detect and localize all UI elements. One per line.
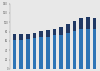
Bar [92,18,96,29]
Bar [66,33,70,69]
Bar [79,18,83,29]
Bar [79,29,83,69]
Bar [86,17,90,29]
Bar [59,26,63,35]
Bar [33,33,36,38]
Bar [26,39,30,69]
Bar [86,29,90,69]
Bar [59,35,63,69]
Bar [20,34,23,40]
Bar [92,29,96,69]
Bar [26,34,30,39]
Bar [46,30,50,37]
Bar [73,31,76,69]
Bar [39,31,43,37]
Bar [20,40,23,69]
Bar [53,35,56,69]
Bar [39,37,43,69]
Bar [46,37,50,69]
Bar [66,24,70,33]
Bar [33,38,36,69]
Bar [13,40,16,69]
Bar [13,34,16,40]
Bar [53,29,56,35]
Bar [73,21,76,31]
